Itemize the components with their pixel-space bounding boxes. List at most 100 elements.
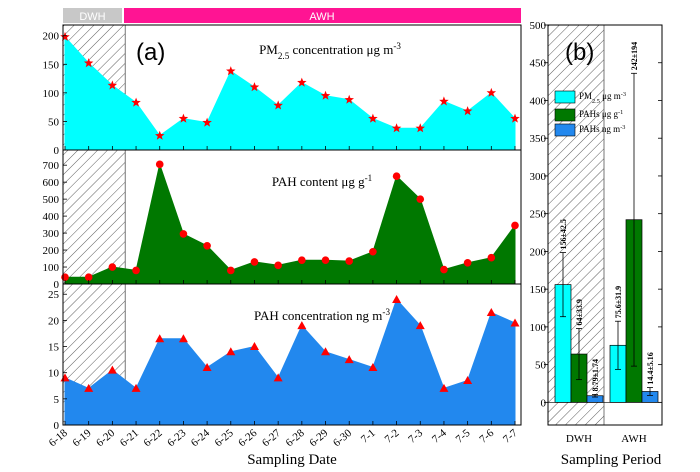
x-tick-label-6-25: 6-25 (213, 427, 237, 449)
a-middle-ytick-label: 400 (43, 211, 60, 223)
a-middle-point-6-18 (61, 273, 69, 282)
a-top-ytick-label: 0 (54, 145, 60, 157)
a-middle-point-7-6 (487, 253, 496, 262)
a-top-point-6-28 (297, 77, 307, 87)
b-ytick-label: 150 (530, 284, 547, 296)
a-top-point-7-7 (510, 113, 520, 123)
a-top-ytick-label: 100 (43, 88, 60, 100)
x-tick-label-6-20: 6-20 (94, 427, 118, 449)
a-middle-point-6-19 (84, 273, 93, 282)
a-top-point-6-24 (202, 117, 212, 127)
a-bottom-point-7-5 (463, 376, 473, 385)
b-bar-label-DWH-2: 8.79±1.74 (591, 359, 600, 391)
a-middle-ytick-label: 700 (43, 160, 60, 172)
b-ytick-label: 100 (530, 322, 547, 334)
a-middle-ytick-label: 600 (43, 177, 60, 189)
a-bottom-point-6-22 (155, 334, 165, 343)
a-top-point-6-19 (83, 58, 94, 68)
b-ytick-label: 50 (535, 360, 547, 372)
a-top-point-7-6 (486, 87, 497, 97)
b-category-label-DWH: DWH (566, 433, 592, 445)
legend-swatch-0 (554, 90, 576, 104)
x-tick-label-6-18: 6-18 (47, 427, 71, 449)
a-top-point-6-20 (107, 80, 118, 90)
x-tick-label-6-26: 6-26 (236, 427, 260, 449)
legend-label-2: PAHs ng m-3 (579, 124, 625, 135)
a-middle-point-7-3 (416, 195, 425, 203)
a-top-ytick-label: 50 (48, 116, 60, 128)
a-bottom-ytick-label: 15 (48, 342, 60, 354)
a-middle-point-6-24 (203, 242, 211, 250)
a-bottom-title: PAH concentration ng m-3 (254, 307, 390, 323)
x-tick-label-6-23: 6-23 (165, 427, 189, 449)
a-top-point-7-5 (462, 106, 473, 116)
a-bottom-point-6-28 (297, 321, 307, 330)
a-middle-ytick-label: 200 (43, 245, 60, 257)
b-bar-label-AWH-2: 14.4±5.16 (646, 352, 655, 384)
dwh-band (63, 8, 122, 23)
a-middle-point-6-30 (345, 257, 354, 265)
a-bottom-point-7-7 (510, 318, 520, 327)
x-tick-label-6-29: 6-29 (307, 427, 331, 449)
a-middle-point-6-22 (155, 160, 164, 169)
a-middle-point-7-5 (463, 258, 472, 267)
a-top-point-7-2 (391, 123, 402, 133)
x-tick-label-6-21: 6-21 (118, 427, 141, 449)
a-top-point-6-18 (60, 31, 70, 41)
dwh-band-label: DWH (79, 11, 105, 23)
x-tick-label-6-19: 6-19 (70, 427, 94, 449)
b-bar-label-DWH-1: 64±33.9 (575, 299, 584, 325)
a-top-point-6-22 (155, 130, 165, 140)
a-bottom-ytick-label: 25 (48, 289, 60, 301)
a-bottom-point-7-1 (368, 362, 378, 371)
b-bar-label-DWH-0: 156±42.5 (559, 219, 568, 249)
legend-swatch-1 (554, 108, 576, 122)
a-top-point-6-30 (344, 94, 354, 104)
x-tick-label-7-3: 7-3 (406, 427, 425, 446)
a-middle-point-7-1 (369, 247, 377, 256)
a-top-point-6-29 (320, 90, 331, 100)
awh-band (124, 8, 521, 23)
a-bottom-point-6-21 (131, 383, 141, 392)
legend-label-1: PAHs μg g-1 (579, 109, 623, 120)
a-bottom-point-6-20 (107, 365, 117, 374)
a-top-point-6-26 (249, 82, 260, 92)
a-bottom-point-6-26 (249, 342, 259, 351)
a-top-point-6-21 (131, 97, 141, 107)
a-bottom-point-7-4 (439, 383, 449, 392)
x-tick-label-7-1: 7-1 (359, 427, 378, 446)
a-bottom-point-6-24 (202, 362, 212, 371)
a-top-point-6-23 (178, 113, 189, 123)
b-frame (547, 24, 663, 426)
a-bottom-frame (62, 283, 522, 426)
a-middle-point-7-4 (440, 265, 448, 274)
a-bottom-point-7-6 (486, 308, 496, 317)
x-tick-label-7-5: 7-5 (454, 427, 473, 446)
x-tick-label-6-22: 6-22 (141, 427, 164, 449)
b-bar-label-AWH-0: 75.6±31.9 (614, 286, 623, 318)
b-ytick-label: 400 (530, 95, 547, 107)
b-ytick-label: 450 (530, 58, 547, 70)
a-bottom-ytick-label: 5 (54, 394, 60, 406)
a-middle-dwh-hatch (63, 150, 126, 284)
x-tick-label-6-28: 6-28 (284, 427, 308, 449)
a-top-point-7-4 (439, 96, 449, 106)
b-ytick-label: 250 (530, 209, 547, 221)
legend-swatch-2 (554, 123, 576, 137)
x-tick-label-7-4: 7-4 (430, 427, 449, 446)
a-middle-ytick-label: 100 (43, 262, 60, 274)
legend-label-0: PM2.5 μg m-3 (579, 91, 626, 105)
a-middle-point-6-27 (274, 261, 282, 270)
a-bottom-point-7-2 (392, 294, 402, 303)
b-ytick-label: 500 (530, 20, 547, 32)
b-x-axis-title: Sampling Period (561, 452, 662, 468)
a-middle-point-7-2 (392, 172, 401, 181)
b-bar-label-AWH-1: 242±194 (630, 42, 639, 70)
a-middle-point-6-23 (179, 230, 188, 238)
a-middle-ytick-label: 500 (43, 194, 60, 206)
a-middle-title: PAH content μg g-1 (272, 173, 372, 189)
a-middle-point-6-26 (250, 258, 259, 266)
a-middle-point-6-20 (108, 263, 117, 271)
panel-b-label: (b) (565, 39, 594, 66)
a-middle-point-6-29 (321, 256, 330, 265)
